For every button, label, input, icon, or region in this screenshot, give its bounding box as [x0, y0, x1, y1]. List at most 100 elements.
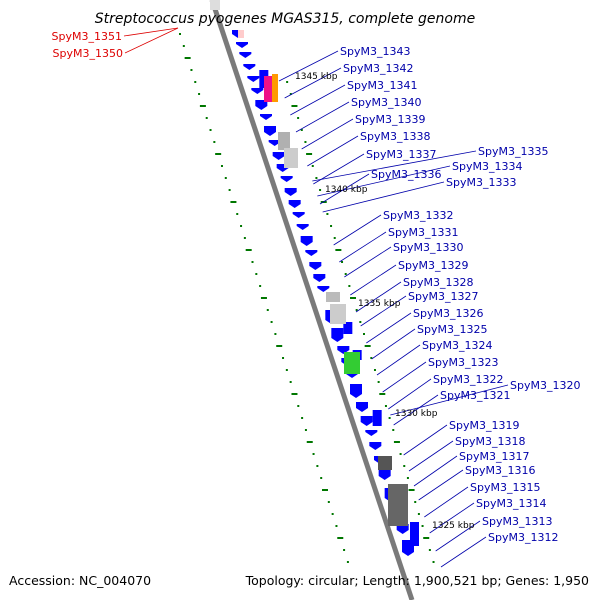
gene-arrow: [378, 470, 391, 480]
leader-line: [403, 424, 448, 456]
kbp-label: 1345 kbp: [295, 72, 338, 82]
gene-arrow: [243, 64, 256, 70]
leader-line: [390, 384, 509, 416]
feature-block: [378, 456, 392, 470]
gene-arrow: [309, 262, 322, 270]
gene-arrow: [331, 328, 344, 342]
leader-line: [319, 173, 370, 205]
gene-label[interactable]: SpyM3_1329: [398, 259, 468, 272]
gene-label[interactable]: SpyM3_1342: [343, 62, 413, 75]
kbp-labels: 1345 kbp 1340 kbp 1335 kbp 1330 kbp 1325 kbp: [295, 72, 475, 531]
gene-arrow: [317, 286, 330, 292]
leader-line: [317, 165, 451, 197]
gene-label[interactable]: SpyM3_1321: [440, 389, 510, 402]
gene-arrow: [313, 274, 326, 282]
leader-line: [413, 455, 458, 487]
gene-arrow: [264, 126, 276, 136]
gene-label[interactable]: SpyM3_1324: [422, 339, 492, 352]
accession-text: Accession: NC_004070: [9, 573, 151, 588]
gene-label[interactable]: SpyM3_1334: [452, 160, 522, 173]
gene-label[interactable]: SpyM3_1314: [476, 497, 546, 510]
gene-label[interactable]: SpyM3_1343: [340, 45, 410, 58]
gene-arrow: [305, 250, 318, 256]
gene-label[interactable]: SpyM3_1331: [388, 226, 458, 239]
feature-block: [264, 76, 272, 102]
leader-line: [371, 328, 416, 360]
gene-label[interactable]: SpyM3_1326: [413, 307, 483, 320]
gene-label[interactable]: SpyM3_1327: [408, 290, 478, 303]
gene-arrow: [260, 114, 272, 120]
leader-line: [312, 150, 477, 182]
gene-arrow: [350, 384, 362, 398]
leader-line: [350, 264, 397, 296]
gene-labels: SpyM3_1343 SpyM3_1342 SpyM3_1341 SpyM3_1340…: [52, 30, 581, 544]
gene-arrow: [365, 430, 378, 436]
gene-label[interactable]: SpyM3_1318: [455, 435, 525, 448]
leader-line: [278, 50, 339, 82]
kbp-label: 1330 kbp: [395, 409, 438, 419]
leader-line: [344, 246, 392, 278]
gene-label[interactable]: SpyM3_1322: [433, 373, 503, 386]
gene-label[interactable]: SpyM3_1325: [417, 323, 487, 336]
leader-line: [440, 536, 487, 568]
leader-line: [355, 281, 402, 313]
gene-label[interactable]: SpyM3_1317: [459, 450, 529, 463]
highlight-gene-label[interactable]: SpyM3_1350: [53, 47, 123, 60]
gene-label[interactable]: SpyM3_1333: [446, 176, 516, 189]
leader-line: [284, 67, 342, 99]
leader-line: [366, 312, 412, 344]
leader-line: [418, 469, 464, 501]
leader-line: [388, 378, 432, 410]
leader-line: [295, 101, 350, 133]
gene-label[interactable]: SpyM3_1328: [403, 276, 473, 289]
tick-marks: [179, 33, 435, 563]
gene-arrow: [369, 442, 382, 450]
gene-block: [372, 410, 382, 426]
gene-label[interactable]: SpyM3_1338: [360, 130, 430, 143]
gene-label[interactable]: SpyM3_1323: [428, 356, 498, 369]
gene-arrow: [396, 524, 409, 534]
gene-label[interactable]: SpyM3_1339: [355, 113, 425, 126]
gene-block: [259, 70, 269, 88]
gene-label[interactable]: SpyM3_1332: [383, 209, 453, 222]
gene-label[interactable]: SpyM3_1313: [482, 515, 552, 528]
label-leader-lines: [123, 27, 509, 568]
gene-arrow: [360, 416, 373, 426]
gene-label[interactable]: SpyM3_1337: [366, 148, 436, 161]
gene-label[interactable]: SpyM3_1341: [347, 79, 417, 92]
kbp-label: 1325 kbp: [432, 521, 475, 531]
leader-line: [393, 394, 439, 426]
feature-block: [278, 132, 290, 150]
leader-line: [408, 440, 454, 472]
leader-line: [290, 84, 346, 116]
highlight-gene-label[interactable]: SpyM3_1351: [52, 30, 122, 43]
leader-line: [123, 27, 179, 37]
gene-label[interactable]: SpyM3_1340: [351, 96, 421, 109]
map-title: Streptococcus pyogenes MGAS315, complete…: [95, 11, 475, 27]
gene-arrow: [236, 42, 248, 48]
gene-label[interactable]: SpyM3_1336: [371, 168, 441, 181]
gene-label[interactable]: SpyM3_1315: [470, 481, 540, 494]
leader-line: [382, 361, 427, 393]
gene-label[interactable]: SpyM3_1319: [449, 419, 519, 432]
feature-block: [388, 484, 408, 526]
gene-label[interactable]: SpyM3_1335: [478, 145, 548, 158]
leader-line: [322, 181, 445, 213]
gene-label[interactable]: SpyM3_1330: [393, 241, 463, 254]
gene-label[interactable]: SpyM3_1320: [510, 379, 580, 392]
leader-line: [307, 135, 359, 167]
backbone-cap: [210, 0, 220, 10]
gene-arrow: [284, 188, 297, 196]
feature-block: [326, 292, 340, 302]
gene-features: [232, 30, 419, 556]
gene-label[interactable]: SpyM3_1312: [488, 531, 558, 544]
genome-backbone: [209, 0, 415, 600]
leader-line: [339, 231, 387, 263]
feature-block: [272, 74, 278, 102]
gene-block: [410, 522, 419, 546]
gene-label[interactable]: SpyM3_1316: [465, 464, 535, 477]
gene-arrow: [247, 76, 260, 82]
feature-block: [330, 304, 346, 324]
gene-arrow: [268, 140, 281, 146]
